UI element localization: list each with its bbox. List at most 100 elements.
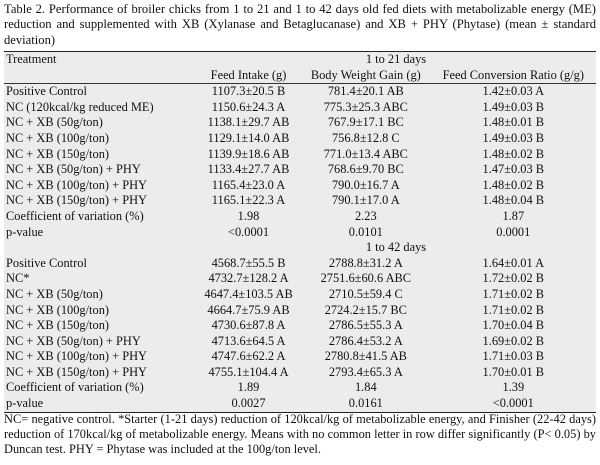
treatment-cell: NC + XB (100g/ton) <box>6 130 110 145</box>
period2-header-row: 1 to 42 days <box>4 240 596 256</box>
feed-conversion-ratio-cell: 1.72±0.02 B <box>482 271 545 286</box>
feed-conversion-ratio-cell: 1.39 <box>502 380 525 395</box>
feed-conversion-ratio-cell: 1.71±0.02 B <box>482 302 545 317</box>
feed-conversion-ratio-cell: 1.49±0.03 B <box>482 130 545 145</box>
feed-conversion-ratio-cell: 1.42±0.03 A <box>482 84 545 99</box>
feed-intake-cell: 1.89 <box>237 380 260 395</box>
treatment-cell: NC + XB (150g/ton) + PHY <box>6 364 147 379</box>
body-weight-gain-cell: 790.1±17.0 A <box>331 193 400 208</box>
feed-conversion-ratio-cell: 0.0001 <box>496 224 531 239</box>
body-weight-gain-cell: 0.0101 <box>348 224 383 239</box>
feed-conversion-ratio-cell: 1.71±0.03 B <box>482 349 545 364</box>
feed-conversion-ratio-cell: 1.47±0.03 B <box>482 162 545 177</box>
period1-header: 1 to 21 days <box>365 52 427 66</box>
period2-divider: 1 to 42 days <box>4 240 596 256</box>
table-row: NC + XB (50g/ton) + PHY 1133.4±27.7 AB 768… <box>4 162 596 178</box>
feed-intake-cell: 4664.7±75.9 AB <box>207 302 290 317</box>
feed-intake-cell: 0.0027 <box>231 396 266 411</box>
feed-intake-cell: 1138.1±29.7 AB <box>207 115 290 130</box>
feed-intake-cell: 4755.1±104.4 A <box>208 364 289 379</box>
feed-conversion-ratio-cell: 1.48±0.04 B <box>482 193 545 208</box>
stats-row: p-value 0.0027 0.0161 <0.0001 <box>4 396 596 413</box>
performance-table: Treatment 1 to 21 days Feed Intake (g) B… <box>4 51 596 413</box>
feed-conversion-ratio-cell: 1.87 <box>502 208 525 223</box>
feed-conversion-ratio-cell: 1.48±0.02 B <box>482 177 545 192</box>
table-row: NC + XB (50g/ton) + PHY 4713.6±64.5 A 2786… <box>4 333 596 350</box>
treatment-cell: Coefficient of variation (%) <box>6 380 144 395</box>
feed-intake-cell: <0.0001 <box>227 224 270 239</box>
table-row: NC + XB (50g/ton) 4647.4±103.5 AB 2710.5±5… <box>4 286 596 303</box>
body-weight-gain-cell: 2786.4±53.2 A <box>328 333 403 348</box>
table-row: Positive Control 4568.7±55.5 B 2788.8±31.2… <box>4 255 596 272</box>
feed-intake-cell: 4730.6±87.8 A <box>211 318 286 333</box>
feed-intake-header: Feed Intake (g) <box>210 67 287 82</box>
feed-conversion-ratio-header: Feed Conversion Ratio (g/g) <box>442 67 585 82</box>
period2-body: Positive Control 4568.7±55.5 B 2788.8±31.2… <box>4 255 596 413</box>
table-footnote: NC= negative control. *Starter (1-21 day… <box>4 412 596 457</box>
body-weight-gain-cell: 1.84 <box>354 380 377 395</box>
table-row: NC + XB (150g/ton) + PHY 1165.1±22.3 A 790… <box>4 193 596 209</box>
feed-conversion-ratio-cell: 1.48±0.02 B <box>482 146 545 161</box>
feed-intake-cell: 1150.6±24.3 A <box>211 99 286 114</box>
body-weight-gain-cell: 767.9±17.1 BC <box>327 115 404 130</box>
feed-intake-cell: 1129.1±14.0 AB <box>207 130 290 145</box>
table-row: NC + XB (150g/ton) + PHY 4755.1±104.4 A 27… <box>4 364 596 381</box>
feed-intake-cell: 4647.4±103.5 AB <box>204 286 293 301</box>
feed-conversion-ratio-cell: 1.64±0.01 A <box>482 255 545 270</box>
stats-row: Coefficient of variation (%) 1.98 2.23 1.87 <box>4 208 596 225</box>
period1-body: Positive Control 1107.3±20.5 B 781.4±20.1 … <box>4 83 596 241</box>
feed-intake-cell: 1165.1±22.3 A <box>211 193 286 208</box>
feed-conversion-ratio-cell: 1.71±0.02 B <box>482 286 545 301</box>
body-weight-gain-cell: 2786.5±55.3 A <box>328 318 403 333</box>
treatment-cell: p-value <box>6 224 44 239</box>
treatment-cell: NC + XB (150g/ton) + PHY <box>6 193 147 208</box>
body-weight-gain-cell: 756.8±12.8 C <box>331 130 400 145</box>
treatment-cell: Coefficient of variation (%) <box>6 208 144 223</box>
body-weight-gain-cell: 2710.5±59.4 C <box>328 286 403 301</box>
feed-conversion-ratio-cell: 1.70±0.01 B <box>482 364 545 379</box>
feed-conversion-ratio-cell: 1.70±0.04 B <box>482 318 545 333</box>
stats-row: Coefficient of variation (%) 1.89 1.84 1.39 <box>4 380 596 397</box>
feed-intake-cell: 1133.4±27.7 AB <box>207 162 290 177</box>
body-weight-gain-cell: 771.0±13.4 ABC <box>323 146 408 161</box>
treatment-cell: NC + XB (50g/ton) + PHY <box>6 162 141 177</box>
table-row: Positive Control 1107.3±20.5 B 781.4±20.1 … <box>4 83 596 100</box>
body-weight-gain-cell: 2793.4±65.3 A <box>328 364 403 379</box>
treatment-cell: NC + XB (100g/ton) <box>6 302 110 317</box>
treatment-cell: NC + XB (50g/ton) <box>6 115 103 130</box>
feed-conversion-ratio-cell: 1.48±0.01 B <box>482 115 545 130</box>
body-weight-gain-cell: 2780.8±41.5 AB <box>324 349 407 364</box>
body-weight-gain-cell: 0.0161 <box>348 396 383 411</box>
body-weight-gain-cell: 2788.8±31.2 A <box>328 255 403 270</box>
feed-intake-cell: 1139.9±18.6 AB <box>207 146 290 161</box>
feed-intake-cell: 4732.7±128.2 A <box>208 271 289 286</box>
feed-conversion-ratio-cell: <0.0001 <box>492 396 534 411</box>
body-weight-gain-cell: 775.3±25.3 ABC <box>323 99 408 114</box>
table-row: NC (120kcal/kg reduced ME) 1150.6±24.3 A 7… <box>4 99 596 116</box>
body-weight-gain-cell: 790.0±16.7 A <box>331 177 400 192</box>
table-row: NC* 4732.7±128.2 A 2751.6±60.6 ABC 1.72±0.0… <box>4 271 596 287</box>
body-weight-gain-cell: 781.4±20.1 AB <box>327 84 404 99</box>
table-row: NC + XB (100g/ton) 1129.1±14.0 AB 756.8±12… <box>4 130 596 147</box>
feed-intake-cell: 1.98 <box>237 208 260 223</box>
feed-intake-cell: 1107.3±20.5 B <box>211 84 286 99</box>
body-weight-gain-cell: 768.6±9.70 BC <box>327 162 404 177</box>
table-row: NC + XB (150g/ton) 1139.9±18.6 AB 771.0±13… <box>4 146 596 163</box>
table-row: NC + XB (100g/ton) + PHY 1165.4±23.0 A 790… <box>4 177 596 194</box>
feed-intake-cell: 4568.7±55.5 B <box>211 255 286 270</box>
period2-header: 1 to 42 days <box>365 240 427 255</box>
feed-intake-cell: 4747.6±62.2 A <box>211 349 286 364</box>
treatment-cell: NC + XB (50g/ton) + PHY <box>6 333 141 348</box>
body-weight-gain-cell: 2751.6±60.6 ABC <box>320 271 412 286</box>
feed-conversion-ratio-cell: 1.69±0.02 B <box>482 333 545 348</box>
treatment-cell: p-value <box>6 396 44 411</box>
table-row: NC + XB (150g/ton) 4730.6±87.8 A 2786.5±55… <box>4 318 596 334</box>
feed-intake-cell: 4713.6±64.5 A <box>211 333 286 348</box>
treatment-cell: NC + XB (50g/ton) <box>6 286 103 301</box>
body-weight-gain-cell: 2724.2±15.7 BC <box>324 302 407 317</box>
table-row: NC + XB (100g/ton) + PHY 4747.6±62.2 A 278… <box>4 349 596 365</box>
treatment-header: Treatment <box>6 52 57 66</box>
treatment-cell: NC + XB (100g/ton) + PHY <box>6 349 147 364</box>
treatment-cell: Positive Control <box>6 255 87 270</box>
